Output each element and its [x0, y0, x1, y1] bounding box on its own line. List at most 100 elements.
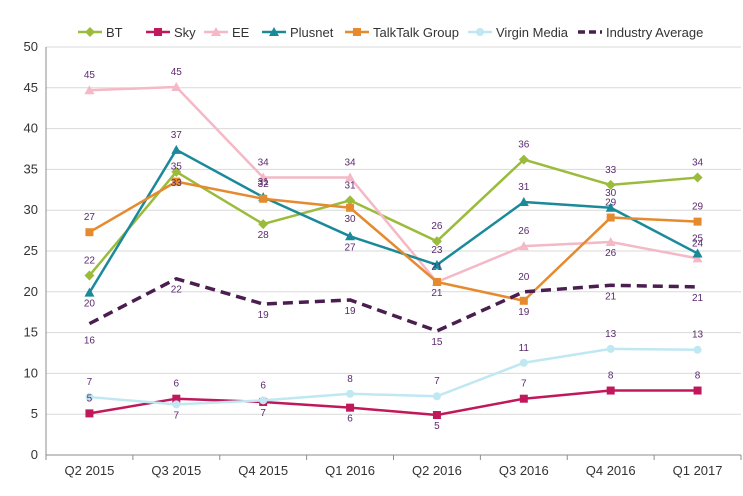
data-label-bt: 26	[431, 221, 443, 232]
data-label-plusnet: 31	[518, 182, 530, 193]
y-tick-label: 45	[24, 80, 38, 95]
data-label-ee: 21	[431, 262, 443, 273]
data-label-sky: 5	[87, 393, 93, 404]
data-label-industry-average: 19	[258, 310, 270, 321]
data-point-bt	[345, 195, 356, 206]
data-label-ee: 45	[84, 70, 96, 81]
series-line-talktalk-group	[88, 180, 698, 303]
data-label-ee: 34	[345, 158, 357, 169]
data-label-talktalk-group: 27	[84, 212, 96, 223]
y-tick-label: 5	[31, 406, 38, 421]
data-label-plusnet: 31	[258, 177, 270, 188]
legend-label-virgin-media: Virgin Media	[496, 25, 569, 40]
y-tick-label: 20	[24, 284, 38, 299]
data-point-plusnet	[605, 202, 616, 212]
data-label-plusnet: 23	[431, 245, 443, 256]
data-label-bt: 34	[692, 158, 704, 169]
data-label-talktalk-group: 29	[605, 198, 617, 209]
x-tick-label: Q3 2015	[151, 463, 201, 478]
x-tick-label: Q2 2015	[65, 463, 115, 478]
data-label-industry-average: 22	[171, 285, 183, 296]
data-point-talktalk-group	[259, 194, 268, 203]
data-point-sky	[606, 386, 615, 395]
data-point-virgin-media	[432, 392, 441, 401]
data-point-talktalk-group	[693, 217, 702, 226]
data-point-sky	[346, 403, 355, 412]
data-point-virgin-media	[693, 345, 702, 354]
legend-label-talktalk-group: TalkTalk Group	[373, 25, 459, 40]
data-point-sky	[693, 386, 702, 395]
data-point-talktalk-group	[346, 203, 355, 212]
data-point-virgin-media	[85, 393, 94, 402]
data-point-bt	[605, 179, 616, 190]
data-point-talktalk-group	[172, 177, 181, 186]
data-label-ee: 34	[258, 158, 270, 169]
series-line-industry-average	[88, 276, 698, 333]
data-point-ee	[171, 81, 182, 91]
data-point-sky	[432, 411, 441, 420]
legend-marker-ee	[211, 27, 221, 36]
legend-marker-plusnet	[269, 27, 279, 36]
data-label-industry-average: 21	[692, 293, 704, 304]
data-point-sky	[172, 394, 181, 403]
y-tick-label: 0	[31, 447, 38, 462]
data-label-ee: 26	[518, 226, 530, 237]
data-label-plusnet: 20	[84, 299, 96, 310]
series-line-ee	[89, 85, 698, 284]
y-tick-label: 10	[24, 365, 38, 380]
series-line-bt	[88, 158, 698, 277]
data-point-plusnet	[431, 259, 442, 269]
data-point-bt	[692, 172, 703, 183]
data-point-virgin-media	[172, 400, 181, 409]
data-point-ee	[345, 172, 356, 182]
data-label-ee: 45	[171, 67, 183, 78]
data-label-sky: 6	[174, 379, 180, 390]
data-label-virgin-media: 8	[347, 374, 353, 385]
data-point-virgin-media	[346, 389, 355, 398]
data-label-virgin-media: 7	[87, 377, 93, 388]
x-tick-label: Q4 2016	[586, 463, 636, 478]
data-point-sky	[519, 394, 528, 403]
legend-label-bt: BT	[106, 25, 123, 40]
data-label-talktalk-group: 32	[258, 179, 270, 190]
y-tick-label: 35	[24, 161, 38, 176]
data-label-industry-average: 16	[84, 336, 96, 347]
data-point-virgin-media	[259, 396, 268, 405]
data-label-talktalk-group: 19	[518, 307, 530, 318]
data-point-talktalk-group	[85, 228, 94, 237]
y-tick-label: 25	[24, 243, 38, 258]
data-label-talktalk-group: 21	[431, 288, 443, 299]
data-point-plusnet	[171, 144, 182, 154]
data-point-bt	[258, 219, 269, 230]
data-label-virgin-media: 6	[260, 380, 266, 391]
legend-marker-talktalk-group	[353, 28, 361, 36]
series-lines	[84, 81, 703, 420]
data-point-virgin-media	[606, 344, 615, 353]
data-label-plusnet: 30	[605, 188, 617, 199]
legend: BT Sky EE Plusnet TalkTalk Group Virgin Media…	[78, 25, 703, 40]
x-tick-label: Q2 2016	[412, 463, 462, 478]
data-point-plusnet	[84, 287, 95, 297]
data-label-bt: 33	[171, 178, 183, 189]
data-point-plusnet	[518, 197, 529, 207]
data-point-ee	[518, 241, 529, 251]
data-point-ee	[84, 85, 95, 95]
data-label-sky: 5	[434, 421, 440, 432]
data-label-sky: 8	[695, 371, 701, 382]
data-point-talktalk-group	[432, 278, 441, 287]
data-label-bt: 36	[518, 140, 530, 151]
data-point-bt	[518, 154, 529, 165]
data-label-bt: 31	[345, 180, 357, 191]
data-label-talktalk-group: 35	[171, 162, 183, 173]
data-label-virgin-media: 11	[519, 343, 530, 354]
data-label-sky: 7	[260, 408, 266, 419]
legend-label-industry-average: Industry Average	[606, 25, 703, 40]
data-label-virgin-media: 13	[605, 329, 617, 340]
data-label-virgin-media: 7	[434, 376, 440, 387]
data-label-plusnet: 25	[692, 233, 704, 244]
series-line-plusnet	[88, 148, 699, 294]
data-label-ee: 24	[692, 238, 704, 249]
x-tick-label: Q1 2016	[325, 463, 375, 478]
legend-marker-sky	[154, 28, 162, 36]
